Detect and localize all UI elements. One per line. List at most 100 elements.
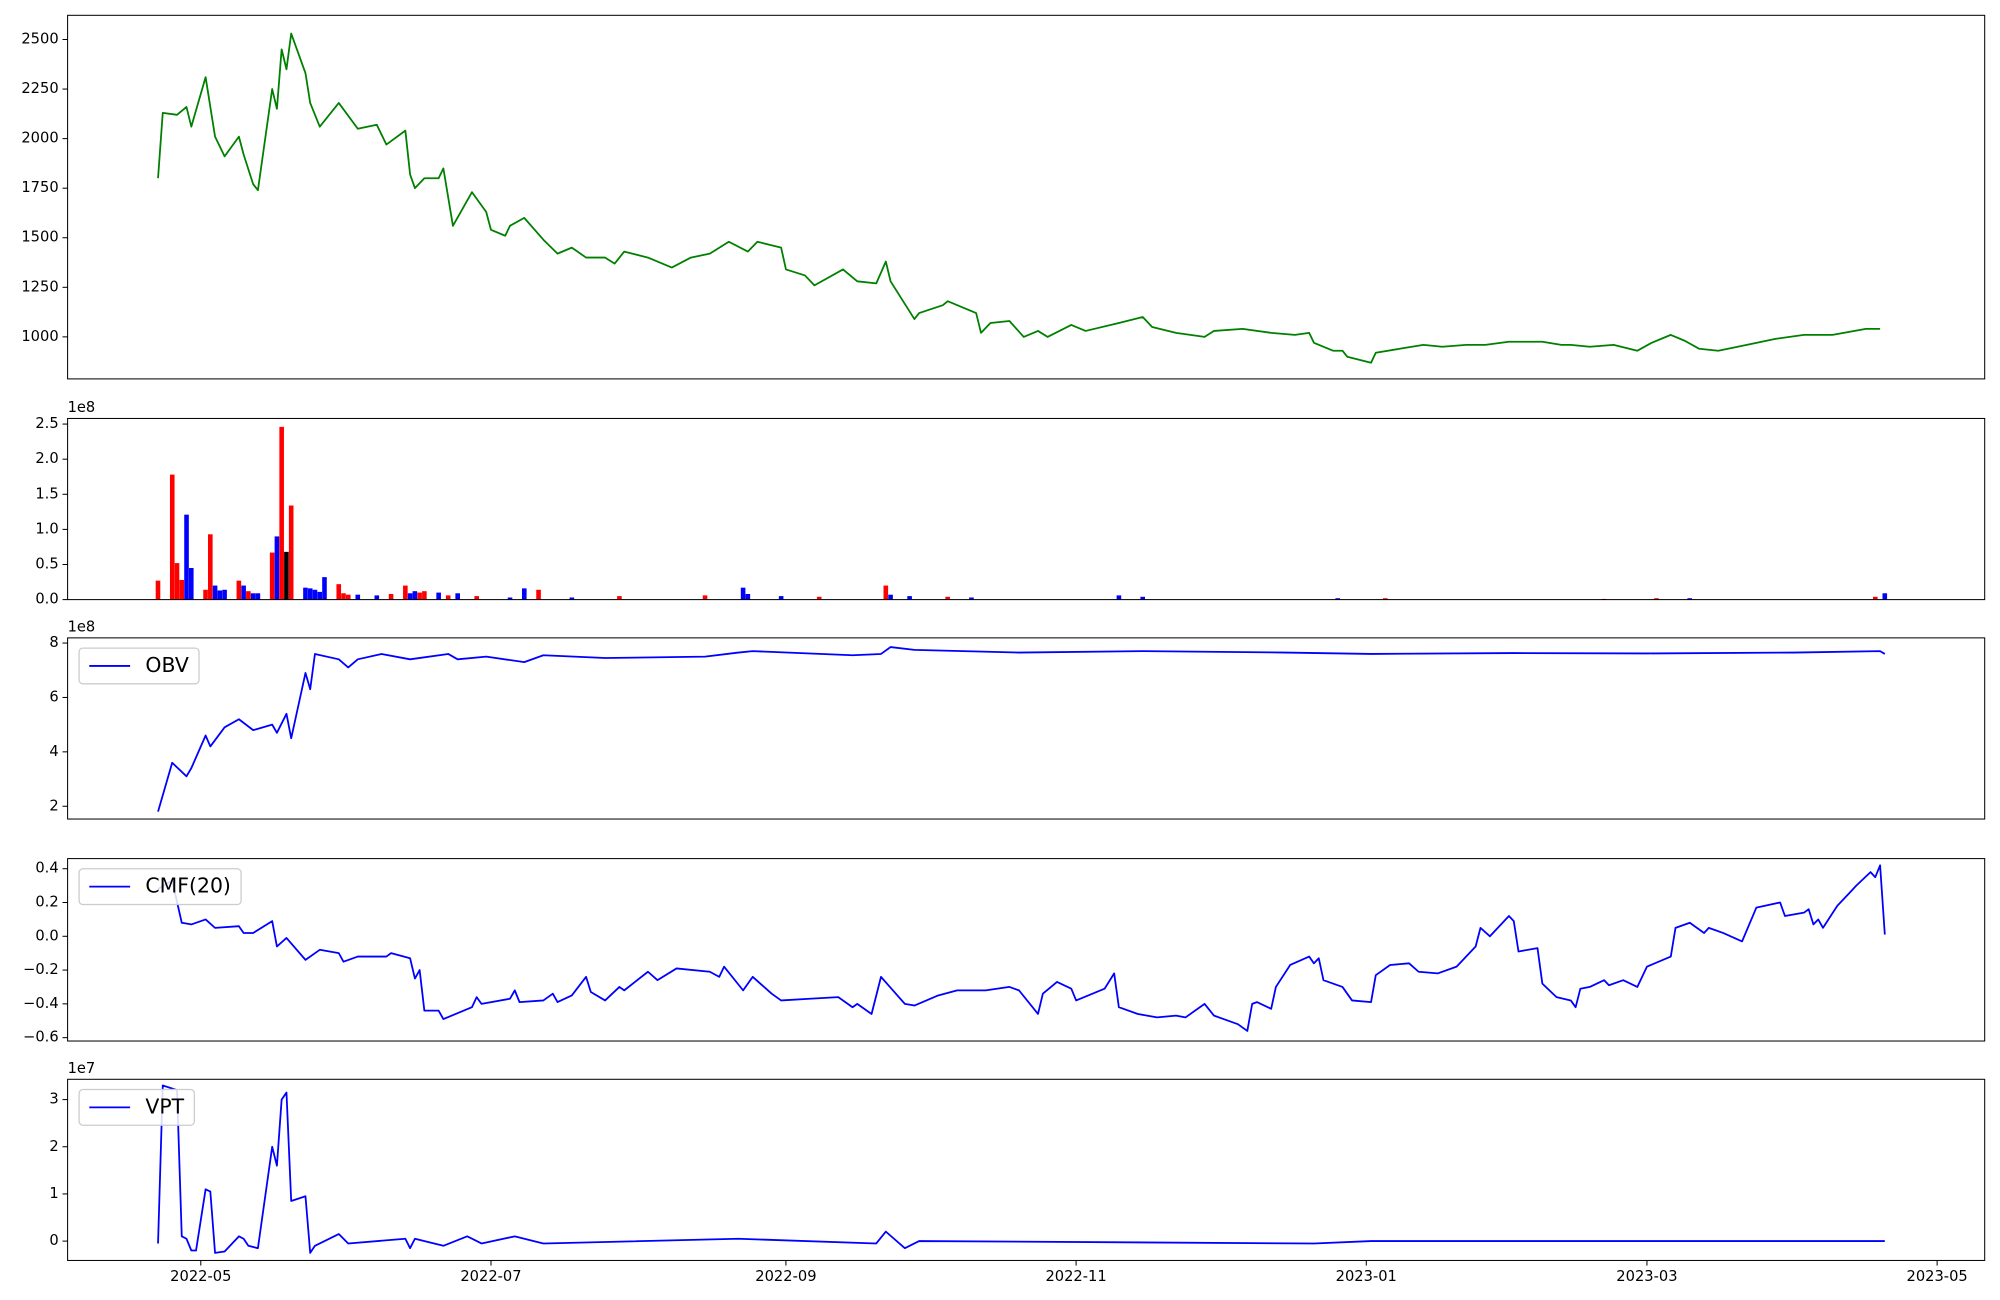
axes-frame (67, 1078, 1986, 1261)
y-tick-label: −0.6 (23, 1029, 59, 1046)
y-tick-label: −0.2 (23, 961, 59, 978)
bar (217, 590, 223, 600)
bar (345, 594, 351, 600)
bar (374, 595, 380, 600)
y-tick-label: 1.5 (35, 485, 58, 502)
line (157, 32, 1881, 364)
bar (269, 552, 275, 600)
x-tick-label: 2023-01 (1336, 1268, 1397, 1285)
bar (179, 579, 185, 600)
legend: CMF(20) (78, 868, 242, 906)
bar (407, 593, 413, 600)
bar (307, 588, 313, 600)
bar (1687, 598, 1693, 600)
bar (1335, 598, 1341, 600)
bar (279, 426, 284, 600)
y-tick-label: 0.0 (35, 927, 58, 944)
bar (945, 596, 950, 600)
bar (169, 474, 175, 600)
bar (174, 563, 180, 600)
axes-frame (67, 417, 1986, 601)
y-tick-label: 1250 (21, 278, 58, 295)
bar (536, 589, 541, 600)
bar (312, 589, 318, 600)
bar (241, 585, 246, 600)
bar (212, 585, 218, 600)
bar (284, 551, 289, 600)
bar (274, 536, 280, 600)
x-tick-label: 2023-03 (1616, 1268, 1677, 1285)
bar (322, 577, 327, 600)
y-tick-label: 6 (49, 688, 58, 705)
axes-frame (67, 14, 1986, 380)
line (157, 646, 1886, 812)
y-tick-label: 3 (49, 1091, 58, 1108)
line (157, 864, 1886, 1032)
bar (740, 587, 746, 600)
bar (778, 596, 784, 600)
y-tick-label: 2250 (21, 80, 58, 97)
offset-label: 1e8 (68, 619, 96, 636)
bar (303, 587, 308, 600)
axes-frame (67, 858, 1986, 1042)
bar (336, 584, 342, 600)
bar (412, 591, 418, 600)
legend: VPT (78, 1088, 195, 1126)
y-tick-label: 2.0 (35, 450, 58, 467)
y-tick-label: 2 (49, 1138, 58, 1155)
bar (184, 514, 189, 600)
legend-box (78, 868, 242, 906)
legend-label: VPT (145, 1094, 184, 1118)
legend-label: OBV (145, 653, 188, 677)
axes-frame (67, 637, 1986, 820)
y-tick-label: 1000 (21, 328, 58, 345)
bar (188, 568, 194, 600)
bar (208, 534, 213, 600)
bar (403, 585, 408, 600)
x-tick-label: 2022-05 (170, 1268, 231, 1285)
bar (1383, 598, 1388, 600)
y-tick-label: 0 (49, 1232, 58, 1249)
bar (1116, 595, 1122, 600)
bar (507, 597, 513, 600)
bar (1654, 598, 1659, 600)
bar (888, 594, 893, 600)
offset-label: 1e8 (68, 399, 96, 416)
bar (1140, 596, 1145, 600)
bar (317, 591, 323, 600)
bar (1882, 593, 1888, 600)
x-tick-label: 2023-05 (1907, 1268, 1968, 1285)
bar (702, 595, 708, 600)
bar (288, 505, 294, 600)
y-tick-label: 0.0 (35, 591, 58, 608)
bar (617, 596, 622, 600)
bar (222, 589, 227, 600)
y-tick-label: 1 (49, 1185, 58, 1202)
offset-label: 1e7 (68, 1060, 96, 1077)
bar (236, 580, 242, 600)
y-tick-label: 4 (49, 743, 58, 760)
y-tick-label: 2.5 (35, 415, 58, 432)
bar (255, 593, 261, 600)
bar (417, 592, 422, 600)
bar (422, 591, 427, 600)
x-tick-label: 2022-11 (1045, 1268, 1106, 1285)
bar (355, 594, 361, 600)
y-tick-label: 0.2 (35, 894, 58, 911)
bar (436, 592, 441, 600)
y-tick-label: 2500 (21, 30, 58, 47)
bar (1872, 596, 1878, 600)
bar (569, 597, 575, 600)
y-tick-label: 1500 (21, 229, 58, 246)
bar (341, 593, 346, 600)
bar (521, 588, 527, 600)
y-tick-label: −0.4 (23, 995, 59, 1012)
legend-box (78, 647, 200, 685)
y-tick-label: 0.4 (35, 860, 58, 877)
bar (969, 597, 974, 600)
line (157, 1084, 1885, 1254)
bar (883, 585, 889, 600)
bar (745, 593, 751, 600)
